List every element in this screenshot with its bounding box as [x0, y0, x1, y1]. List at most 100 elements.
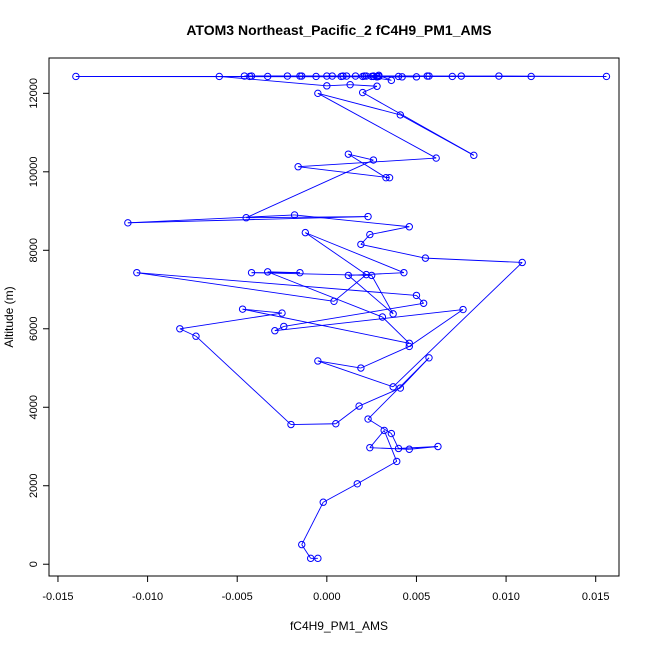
data-point — [283, 72, 292, 80]
data-point — [301, 228, 310, 237]
data-point — [263, 268, 272, 276]
series-segment — [369, 447, 410, 450]
y-axis-label: Altitude (m) — [2, 286, 16, 347]
data-point — [396, 384, 405, 392]
series-points — [72, 71, 611, 563]
data-point — [362, 270, 370, 279]
data-point — [393, 457, 401, 466]
series-segment — [369, 430, 385, 448]
data-point — [296, 268, 304, 277]
series-segment — [195, 335, 292, 425]
series-segment — [136, 272, 335, 302]
series-segment — [274, 326, 285, 332]
data-point — [387, 76, 396, 85]
data-point — [389, 383, 397, 391]
data-point — [351, 72, 360, 80]
data-point — [369, 156, 378, 164]
series-segment — [399, 357, 430, 389]
data-point — [330, 297, 338, 306]
data-point — [434, 442, 442, 451]
series-segment — [246, 216, 369, 219]
data-point — [385, 173, 394, 182]
x-tick-label: 0.000 — [313, 591, 341, 603]
data-point — [389, 310, 397, 318]
series-segment — [283, 302, 424, 327]
data-point — [382, 173, 390, 182]
data-point — [346, 80, 354, 89]
y-tick-label: 2000 — [28, 474, 40, 498]
data-point — [495, 72, 503, 80]
x-tick-label: 0.005 — [403, 591, 431, 603]
y-tick-label: 4000 — [28, 395, 40, 419]
series-segment — [326, 84, 351, 87]
data-point — [298, 72, 306, 80]
data-point — [459, 305, 467, 314]
y-tick-label: 6000 — [28, 317, 40, 341]
data-point — [398, 73, 406, 81]
series-segment — [301, 502, 324, 545]
data-point — [394, 72, 403, 81]
data-point — [373, 82, 381, 90]
series-segment — [317, 360, 394, 388]
series-segment — [333, 274, 367, 302]
data-point — [432, 154, 440, 162]
data-point — [358, 72, 367, 81]
data-point — [380, 426, 388, 435]
data-point — [396, 111, 405, 119]
data-point — [294, 163, 302, 171]
data-point — [314, 357, 322, 365]
data-point — [323, 72, 331, 80]
data-point — [421, 254, 430, 262]
series-segment — [317, 92, 401, 116]
data-point — [192, 332, 200, 340]
data-point — [353, 480, 362, 488]
data-point — [358, 88, 367, 97]
series-segment — [127, 216, 369, 224]
data-point — [364, 212, 372, 221]
series-segment — [398, 446, 438, 449]
series-segment — [358, 387, 401, 407]
series-segment — [360, 243, 426, 259]
series-segment — [179, 312, 283, 330]
data-point — [133, 268, 141, 277]
series-segment — [274, 309, 464, 332]
series-segment — [127, 214, 295, 224]
chart-title: ATOM3 Northeast_Pacific_2 fC4H9_PM1_AMS — [186, 22, 491, 38]
y-tick-label: 10000 — [28, 157, 40, 188]
x-axis: -0.015 -0.010 -0.005 0.000 0.005 0.010 0.015 — [42, 575, 609, 603]
series-segment — [369, 226, 410, 236]
data-point — [373, 72, 381, 81]
data-point — [470, 151, 478, 160]
data-point — [280, 322, 288, 331]
data-point — [602, 72, 611, 81]
series-segment — [348, 275, 394, 315]
series-segment — [390, 433, 399, 449]
data-point — [332, 420, 340, 428]
data-point — [425, 354, 433, 362]
series-segment — [348, 153, 387, 179]
data-point — [394, 444, 403, 453]
series-segment — [371, 275, 394, 315]
series-segment — [425, 257, 523, 263]
series-segment — [350, 84, 378, 87]
series-segment — [242, 308, 283, 314]
data-point — [247, 268, 256, 277]
data-point — [124, 219, 132, 227]
data-point — [314, 89, 322, 98]
y-tick-label: 0 — [28, 561, 40, 567]
data-point — [366, 443, 374, 452]
data-point — [271, 327, 279, 335]
series-segment — [362, 92, 475, 156]
data-point — [378, 313, 387, 321]
data-point — [323, 82, 331, 90]
series-segment — [242, 308, 410, 344]
data-point — [344, 150, 353, 158]
series-segment — [360, 234, 371, 245]
x-tick-label: 0.010 — [492, 591, 520, 603]
data-point — [518, 258, 526, 267]
data-point — [215, 72, 223, 81]
data-point — [319, 498, 327, 506]
data-point — [328, 72, 336, 80]
data-point — [355, 402, 363, 410]
series-segment — [245, 159, 374, 219]
